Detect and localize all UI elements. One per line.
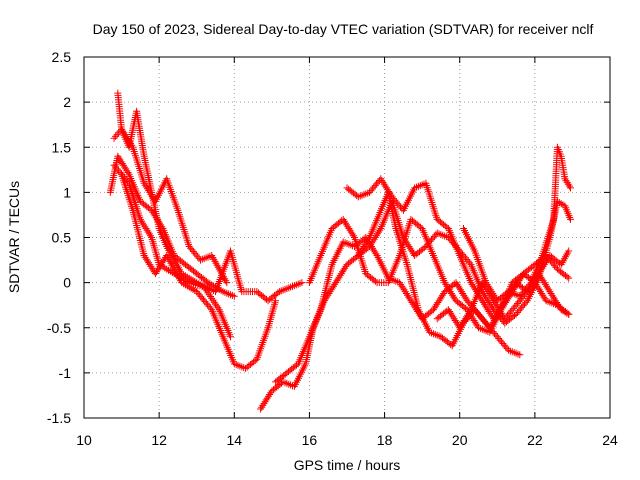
x-tick-label: 16 [302,432,318,448]
y-tick-label: 0.5 [52,230,72,246]
data-point-markers [110,161,234,341]
y-tick-label: 2.5 [52,49,72,65]
x-tick-label: 24 [602,432,618,448]
x-tick-label: 22 [527,432,543,448]
y-tick-label: 2 [63,94,71,110]
x-tick-label: 18 [377,432,393,448]
series-track-4 [114,89,306,305]
x-axis-label: GPS time / hours [294,457,401,473]
data-points [106,89,574,413]
series-track-7 [272,234,573,386]
x-tick-label: 14 [226,432,242,448]
grid-lines [84,57,610,418]
data-point-markers [272,234,573,386]
x-tick-label: 20 [452,432,468,448]
y-tick-label: 0 [63,275,71,291]
data-point-markers [460,143,574,305]
y-tick-label: 1 [63,184,71,200]
series-track-12 [433,270,573,332]
series-track-11 [460,143,574,305]
axis-ticks [83,56,611,419]
y-tick-label: -1.5 [47,410,71,426]
y-tick-label: 1.5 [52,139,72,155]
data-point-markers [114,89,306,305]
data-point-markers [433,270,573,332]
y-tick-labels: -1.5 -1 -0.5 0 0.5 1 1.5 2 2.5 [47,49,71,426]
x-tick-labels: 10 12 14 16 18 20 22 24 [76,432,618,448]
y-axis-label: SDTVAR / TECUs [6,181,22,293]
x-tick-label: 12 [151,432,167,448]
data-point-markers [118,170,280,372]
x-tick-label: 10 [76,432,92,448]
chart-title: Day 150 of 2023, Sidereal Day-to-day VTE… [93,21,594,37]
series-track-3 [110,161,234,341]
y-tick-label: -1 [59,365,72,381]
series-track-5 [118,170,280,372]
y-tick-label: -0.5 [47,320,71,336]
